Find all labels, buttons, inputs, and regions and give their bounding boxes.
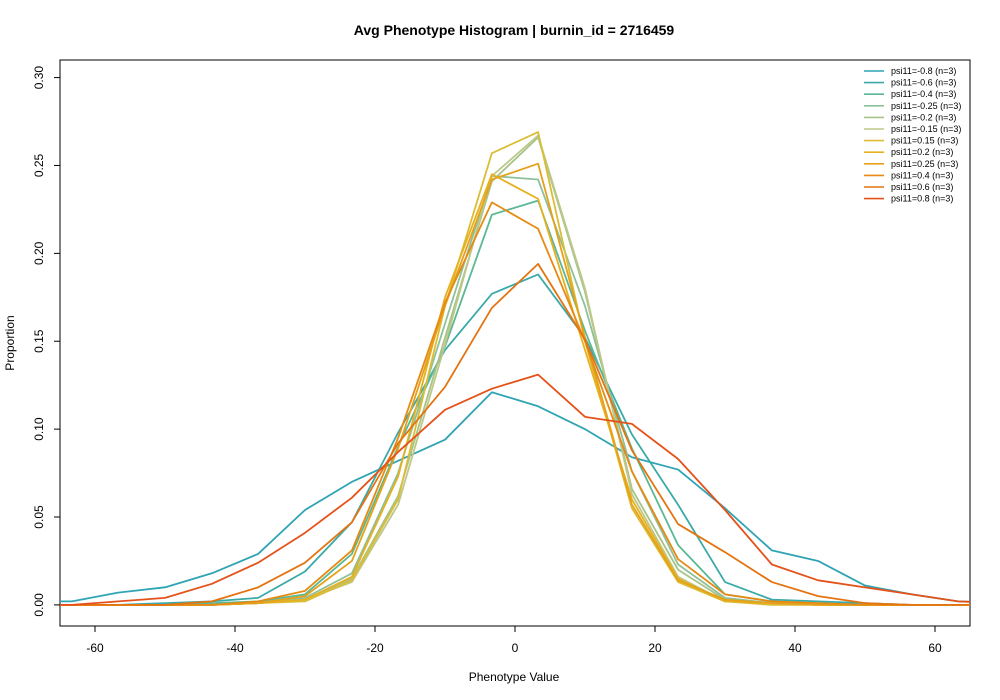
x-axis-label: Phenotype Value <box>469 670 560 684</box>
series-line <box>60 175 970 606</box>
series-line <box>60 134 970 606</box>
legend-label: psi11=0.6 (n=3) <box>891 182 953 192</box>
y-tick-label: 0.15 <box>32 329 46 353</box>
series-line <box>60 273 970 606</box>
series-line <box>60 391 970 603</box>
y-tick-label: 0.00 <box>32 593 46 617</box>
series-line <box>60 262 970 606</box>
legend-label: psi11=0.8 (n=3) <box>891 194 953 204</box>
series-line <box>60 131 970 606</box>
plot-frame <box>59 59 971 627</box>
legend-label: psi11=-0.6 (n=3) <box>891 78 956 88</box>
x-tick-label: 0 <box>512 641 519 655</box>
series-line <box>60 373 970 606</box>
x-tick-label: -20 <box>366 641 384 655</box>
x-tick-label: 20 <box>648 641 662 655</box>
x-tick-label: -60 <box>86 641 104 655</box>
legend-label: psi11=-0.4 (n=3) <box>891 89 956 99</box>
y-axis-label: Proportion <box>3 315 17 370</box>
legend-label: psi11=0.15 (n=3) <box>891 136 958 146</box>
legend-label: psi11=0.25 (n=3) <box>891 159 958 169</box>
legend-label: psi11=0.4 (n=3) <box>891 170 953 180</box>
legend-label: psi11=-0.8 (n=3) <box>891 66 956 76</box>
series-layer <box>60 131 970 606</box>
series-line <box>60 201 970 606</box>
series-line <box>60 199 970 606</box>
y-tick-label: 0.05 <box>32 505 46 529</box>
y-tick-label: 0.10 <box>32 417 46 441</box>
y-axis: 0.00 0.05 0.10 0.15 0.20 0.25 0.30 <box>32 66 60 617</box>
x-tick-label: 40 <box>788 641 802 655</box>
y-tick-label: 0.30 <box>32 66 46 90</box>
legend-label: psi11=-0.2 (n=3) <box>891 112 956 122</box>
x-tick-label: 60 <box>928 641 942 655</box>
y-tick-label: 0.20 <box>32 241 46 265</box>
legend-label: psi11=-0.25 (n=3) <box>891 101 961 111</box>
series-line <box>60 162 970 606</box>
legend-label: psi11=-0.15 (n=3) <box>891 124 961 134</box>
legend: psi11=-0.8 (n=3)psi11=-0.6 (n=3)psi11=-0… <box>864 66 961 204</box>
legend-label: psi11=0.2 (n=3) <box>891 147 953 157</box>
x-tick-label: -40 <box>226 641 244 655</box>
chart-title: Avg Phenotype Histogram | burnin_id = 27… <box>354 22 675 38</box>
x-axis: -60 -40 -20 0 20 40 60 <box>86 626 942 655</box>
y-tick-label: 0.25 <box>32 153 46 177</box>
series-line <box>60 173 970 606</box>
